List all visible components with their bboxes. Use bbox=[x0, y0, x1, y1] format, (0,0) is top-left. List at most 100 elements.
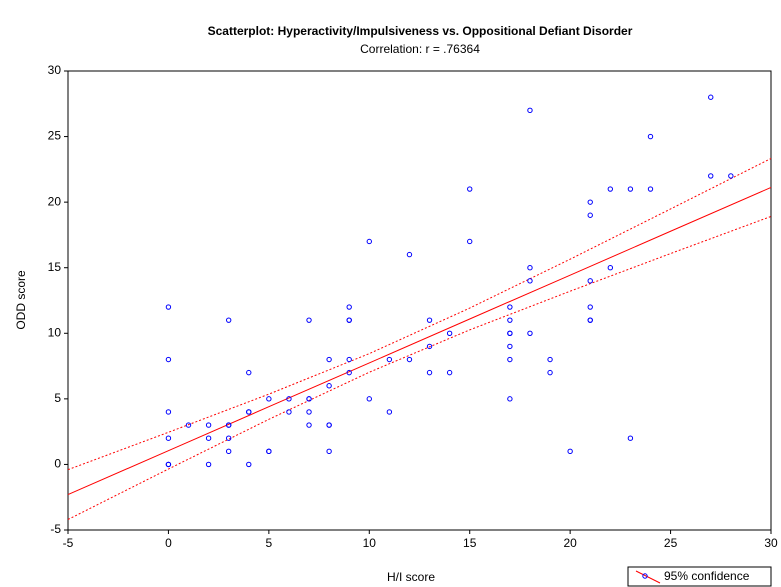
scatter-point bbox=[165, 356, 172, 363]
scatter-point bbox=[627, 435, 634, 441]
scatter-point bbox=[225, 448, 232, 455]
scatter-point bbox=[467, 238, 473, 245]
legend-marker bbox=[642, 573, 648, 579]
scatter-point bbox=[587, 199, 593, 205]
x-tick-label: -5 bbox=[63, 536, 74, 550]
y-tick-label: 0 bbox=[54, 457, 61, 471]
scatter-point bbox=[446, 369, 453, 376]
x-tick-label: 15 bbox=[463, 536, 477, 550]
scatter-point bbox=[527, 265, 533, 271]
scatter-point bbox=[306, 317, 312, 323]
scatter-point bbox=[647, 133, 654, 140]
scatter-point bbox=[627, 186, 634, 192]
plot-frame bbox=[67, 70, 772, 531]
scatter-point bbox=[547, 356, 553, 363]
scatter-point bbox=[346, 356, 352, 363]
scatter-point bbox=[647, 186, 654, 192]
scatter-point bbox=[225, 435, 232, 441]
scatter-point bbox=[306, 409, 312, 415]
legend-line bbox=[635, 570, 661, 584]
scatter-point bbox=[246, 369, 252, 376]
chart-title: Scatterplot: Hyperactivity/Impulsiveness… bbox=[208, 24, 633, 38]
scatter-point bbox=[507, 356, 513, 363]
y-tick-label: 20 bbox=[48, 194, 62, 208]
scatter-point bbox=[607, 186, 614, 192]
scatter-point bbox=[507, 330, 513, 336]
scatter-point bbox=[286, 396, 292, 402]
scatter-point bbox=[246, 461, 252, 468]
scatter-point bbox=[346, 317, 352, 323]
scatter-point bbox=[547, 369, 553, 376]
y-tick-label: 30 bbox=[48, 63, 62, 77]
scatter-point bbox=[225, 317, 232, 323]
scatter-point bbox=[165, 409, 172, 415]
regression-line bbox=[67, 186, 772, 496]
scatter-point bbox=[587, 212, 593, 218]
y-tick-label: 15 bbox=[48, 260, 62, 274]
legend-box bbox=[627, 566, 772, 587]
scatter-point bbox=[507, 343, 513, 350]
scatter-point bbox=[205, 461, 212, 468]
scatter-point bbox=[386, 409, 393, 415]
x-tick-label: 25 bbox=[664, 536, 678, 550]
x-axis-label: H/I score bbox=[387, 570, 435, 584]
scatter-point bbox=[346, 304, 352, 310]
scatter-point bbox=[467, 186, 473, 192]
scatter-point bbox=[507, 396, 513, 402]
scatter-point bbox=[426, 317, 433, 323]
scatter-point bbox=[266, 448, 272, 455]
scatter-point bbox=[507, 317, 513, 323]
scatter-point bbox=[426, 369, 433, 376]
scatter-point bbox=[567, 448, 573, 455]
scatter-point bbox=[326, 383, 332, 389]
scatter-point bbox=[708, 94, 714, 100]
scatter-point bbox=[527, 330, 533, 336]
scatter-point bbox=[185, 422, 192, 428]
scatter-point bbox=[346, 369, 352, 376]
confidence-lower bbox=[67, 215, 772, 520]
y-tick-label: 5 bbox=[54, 391, 61, 405]
scatter-point bbox=[306, 396, 312, 402]
scatter-point bbox=[426, 343, 433, 350]
scatter-point bbox=[728, 173, 734, 179]
scatter-point bbox=[286, 409, 292, 415]
confidence-upper bbox=[67, 158, 772, 471]
scatter-point bbox=[225, 422, 232, 428]
scatter-point bbox=[326, 448, 332, 455]
scatter-point bbox=[607, 265, 614, 271]
scatter-point bbox=[266, 396, 272, 402]
scatter-point bbox=[366, 238, 372, 245]
scatter-point bbox=[165, 435, 172, 441]
scatter-point bbox=[326, 422, 332, 428]
scatter-point bbox=[165, 304, 172, 310]
scatter-point bbox=[386, 356, 393, 363]
scatter-point bbox=[246, 409, 252, 415]
legend-label: 95% confidence bbox=[664, 569, 750, 583]
x-tick-label: 5 bbox=[266, 536, 273, 550]
x-tick-label: 20 bbox=[563, 536, 577, 550]
x-tick-label: 10 bbox=[363, 536, 377, 550]
y-tick-label: 25 bbox=[48, 129, 62, 143]
scatter-point bbox=[205, 435, 212, 441]
scatter-point bbox=[406, 251, 413, 258]
scatter-point bbox=[507, 304, 513, 310]
y-tick-label: -5 bbox=[50, 522, 61, 536]
scatter-point bbox=[587, 278, 593, 284]
y-axis-label: ODD score bbox=[14, 270, 28, 330]
scatter-point bbox=[527, 107, 533, 114]
scatter-point bbox=[205, 422, 212, 428]
scatter-point bbox=[326, 356, 332, 363]
x-tick-label: 30 bbox=[764, 536, 778, 550]
scatter-point bbox=[527, 278, 533, 284]
scatter-point bbox=[165, 461, 172, 468]
scatter-point bbox=[587, 304, 593, 310]
chart-subtitle: Correlation: r = .76364 bbox=[360, 42, 480, 56]
scatter-point bbox=[587, 317, 593, 323]
scatter-point bbox=[446, 330, 453, 336]
scatter-point bbox=[406, 356, 413, 363]
scatter-point bbox=[366, 396, 372, 402]
scatter-point bbox=[306, 422, 312, 428]
x-tick-label: 0 bbox=[165, 536, 172, 550]
scatter-point bbox=[708, 173, 714, 179]
